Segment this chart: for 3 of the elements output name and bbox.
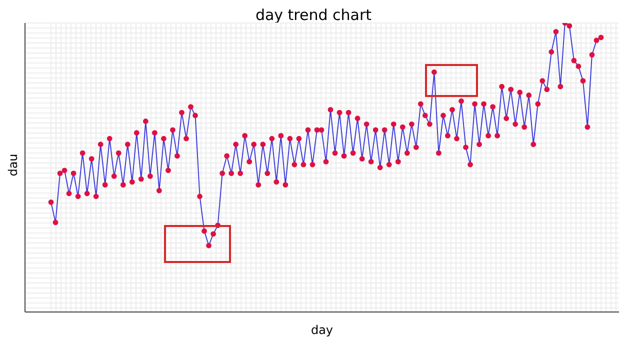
y-axis-title: dau [6,152,20,178]
chart-title: day trend chart [254,6,373,24]
x-axis-title: day [310,323,334,337]
